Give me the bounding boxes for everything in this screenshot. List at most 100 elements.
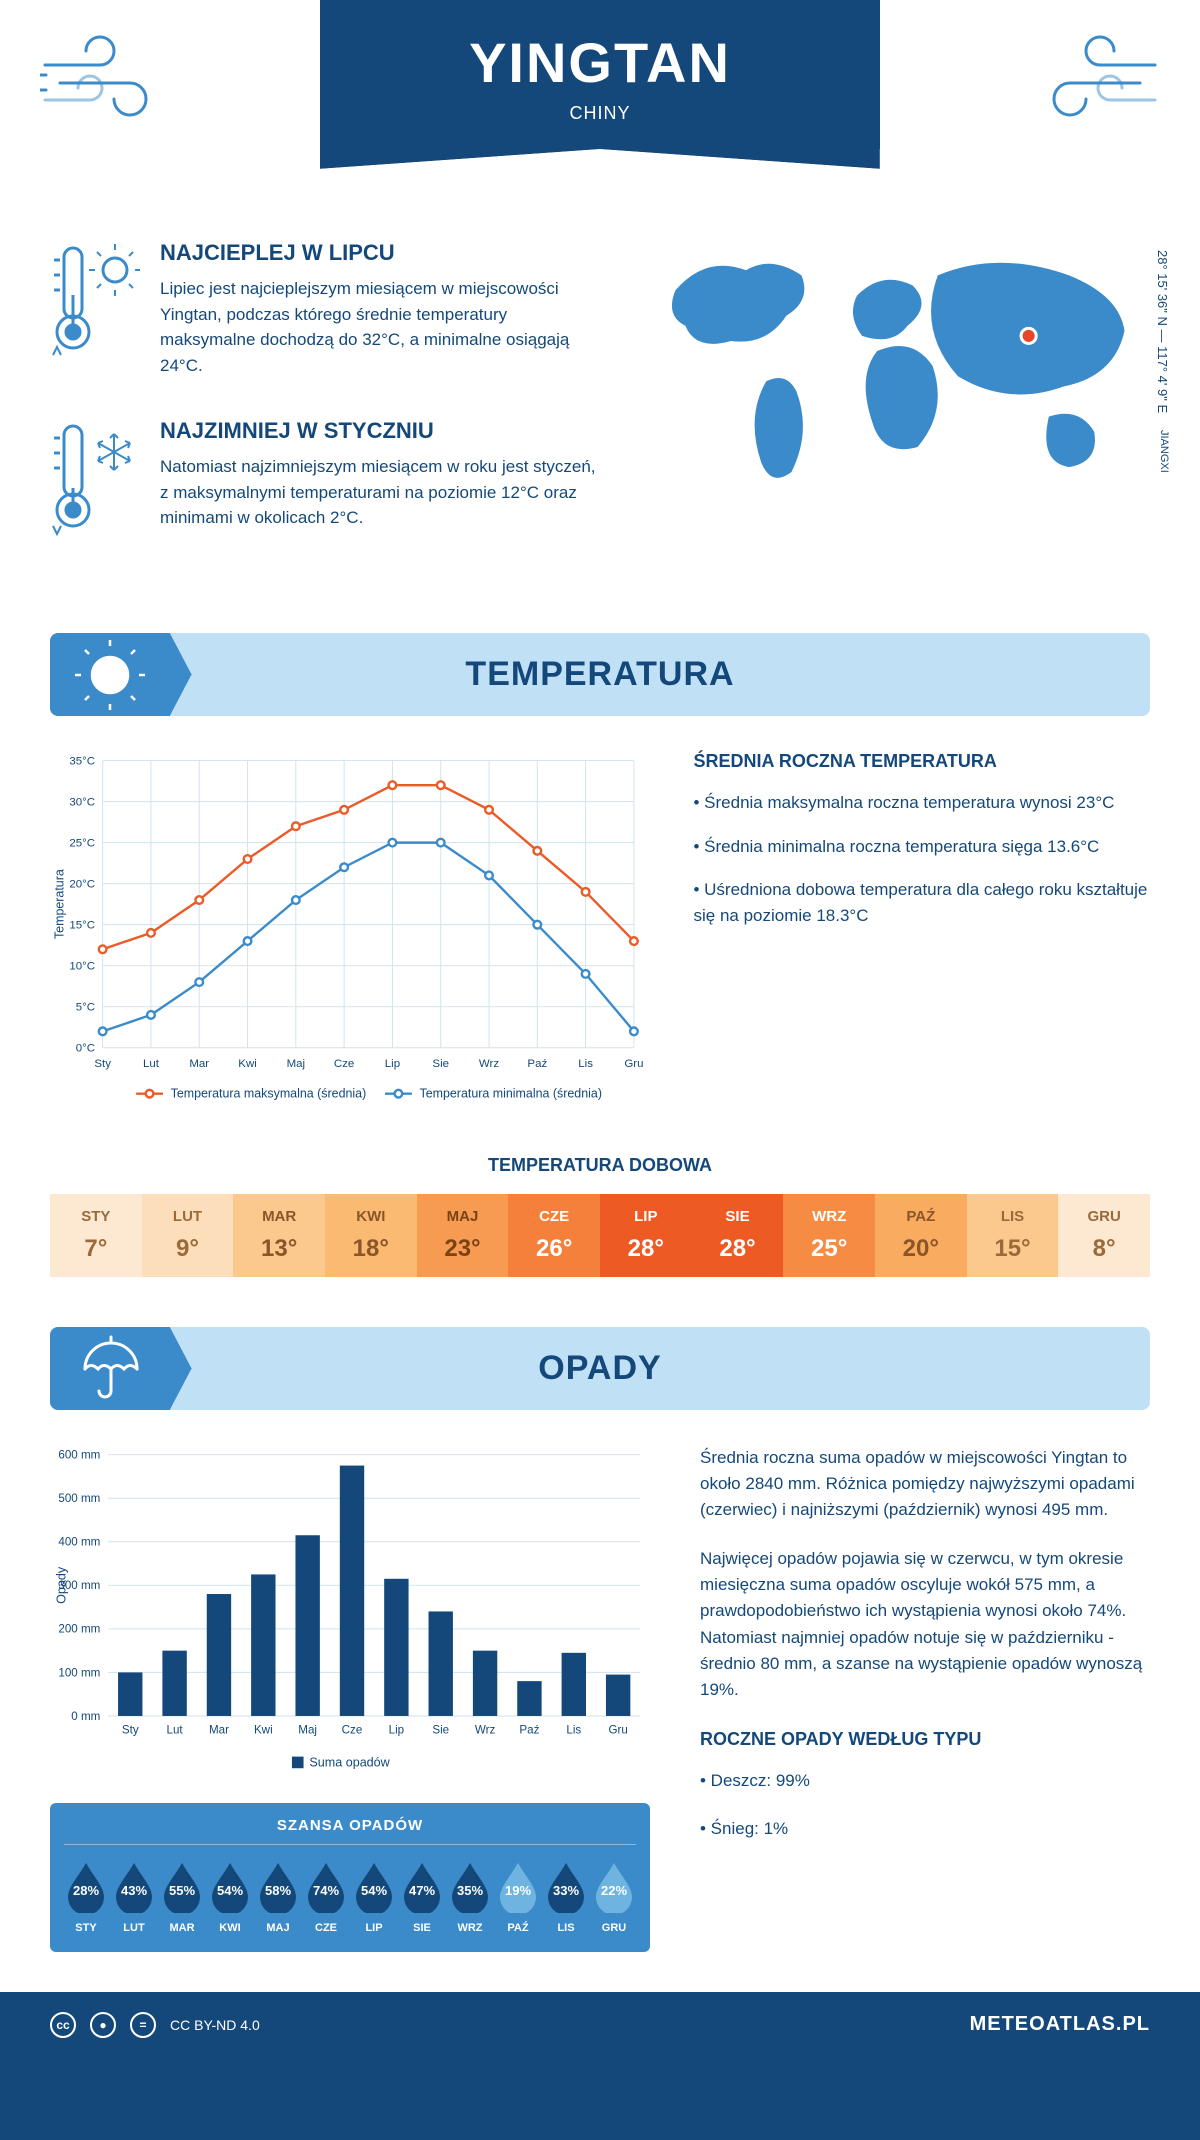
svg-text:Wrz: Wrz (475, 1723, 496, 1736)
svg-text:15°C: 15°C (69, 919, 95, 931)
svg-text:200 mm: 200 mm (58, 1622, 100, 1635)
svg-text:Sty: Sty (122, 1723, 139, 1736)
region-label: JIANGXI (1158, 430, 1170, 473)
precipitation-section-header: OPADY (50, 1327, 1150, 1410)
rain-chance-drop: 58%MAJ (256, 1859, 300, 1934)
daily-cell: LIS15° (967, 1194, 1059, 1277)
by-icon: ● (90, 2012, 116, 2038)
svg-text:Lis: Lis (566, 1723, 581, 1736)
temperature-line-chart: 0°C5°C10°C15°C20°C25°C30°C35°CStyLutMarK… (50, 751, 643, 1120)
svg-text:0 mm: 0 mm (71, 1710, 100, 1723)
svg-text:35°C: 35°C (69, 755, 95, 767)
svg-text:Gru: Gru (608, 1723, 627, 1736)
daily-cell: MAJ23° (417, 1194, 509, 1277)
svg-text:Cze: Cze (334, 1058, 354, 1070)
coldest-fact: NAJZIMNIEJ W STYCZNIU Natomiast najzimni… (50, 418, 605, 543)
svg-text:100 mm: 100 mm (58, 1666, 100, 1679)
hottest-fact: NAJCIEPLEJ W LIPCU Lipiec jest najcieple… (50, 240, 605, 378)
cc-icon: cc (50, 2012, 76, 2038)
rain-chance-drop: 74%CZE (304, 1859, 348, 1934)
svg-text:Lut: Lut (143, 1058, 160, 1070)
svg-text:Lip: Lip (389, 1723, 405, 1736)
page-footer: cc ● = CC BY-ND 4.0 METEOATLAS.PL (0, 1992, 1200, 2058)
precip-type: • Deszcz: 99% (700, 1768, 1150, 1794)
daily-cell: WRZ25° (783, 1194, 875, 1277)
rain-chance-drop: 43%LUT (112, 1859, 156, 1934)
nd-icon: = (130, 2012, 156, 2038)
svg-text:Paź: Paź (519, 1723, 539, 1736)
hot-title: NAJCIEPLEJ W LIPCU (160, 240, 605, 266)
temperature-section-header: TEMPERATURA (50, 633, 1150, 716)
svg-text:600 mm: 600 mm (58, 1448, 100, 1461)
svg-text:Temperatura: Temperatura (52, 869, 66, 939)
svg-text:20°C: 20°C (69, 878, 95, 890)
precip-paragraph: Najwięcej opadów pojawia się w czerwcu, … (700, 1546, 1150, 1704)
svg-text:Opady: Opady (54, 1566, 68, 1604)
svg-text:Lut: Lut (167, 1723, 184, 1736)
cold-title: NAJZIMNIEJ W STYCZNIU (160, 418, 605, 444)
brand-label: METEOATLAS.PL (970, 2013, 1150, 2036)
svg-text:Temperatura minimalna (średnia: Temperatura minimalna (średnia) (419, 1087, 601, 1101)
thermometer-sun-icon (50, 240, 140, 378)
city-name: YINGTAN (320, 30, 880, 95)
daily-cell: PAŹ20° (875, 1194, 967, 1277)
section-title: OPADY (50, 1349, 1150, 1388)
umbrella-icon (50, 1327, 170, 1410)
rain-chance-drop: 33%LIS (544, 1859, 588, 1934)
daily-cell: CZE26° (508, 1194, 600, 1277)
svg-text:Sie: Sie (432, 1723, 449, 1736)
temp-stat: • Średnia minimalna roczna temperatura s… (693, 834, 1150, 860)
country-name: CHINY (320, 103, 880, 124)
daily-cell: GRU8° (1058, 1194, 1150, 1277)
rain-chance-drop: 54%LIP (352, 1859, 396, 1934)
daily-cell: LIP28° (600, 1194, 692, 1277)
svg-text:Kwi: Kwi (254, 1723, 273, 1736)
svg-text:Temperatura maksymalna (średni: Temperatura maksymalna (średnia) (171, 1087, 367, 1101)
svg-text:Wrz: Wrz (479, 1058, 499, 1070)
svg-text:Mar: Mar (189, 1058, 209, 1070)
section-title: TEMPERATURA (50, 655, 1150, 694)
svg-text:30°C: 30°C (69, 796, 95, 808)
temp-stats-heading: ŚREDNIA ROCZNA TEMPERATURA (693, 751, 1150, 772)
rain-chance-drop: 47%SIE (400, 1859, 444, 1934)
rain-chance-drop: 19%PAŹ (496, 1859, 540, 1934)
coordinates: 28° 15' 36" N — 117° 4' 9" E (1155, 250, 1170, 413)
svg-text:Lis: Lis (578, 1058, 593, 1070)
thermometer-snow-icon (50, 418, 140, 543)
world-map: 28° 15' 36" N — 117° 4' 9" E JIANGXI (645, 240, 1150, 583)
svg-text:400 mm: 400 mm (58, 1535, 100, 1548)
wind-icon (1020, 35, 1160, 130)
svg-text:0°C: 0°C (76, 1043, 95, 1055)
cold-text: Natomiast najzimniejszym miesiącem w rok… (160, 454, 605, 531)
svg-text:25°C: 25°C (69, 837, 95, 849)
sun-icon (50, 633, 170, 716)
svg-text:Lip: Lip (385, 1058, 400, 1070)
temp-stat: • Średnia maksymalna roczna temperatura … (693, 790, 1150, 816)
svg-text:Maj: Maj (298, 1723, 317, 1736)
svg-text:10°C: 10°C (69, 961, 95, 973)
license-label: CC BY-ND 4.0 (170, 2017, 260, 2033)
svg-text:500 mm: 500 mm (58, 1492, 100, 1505)
page-header: YINGTAN CHINY (0, 0, 1200, 200)
rain-chance-panel: SZANSA OPADÓW 28%STY43%LUT55%MAR54%KWI58… (50, 1803, 650, 1952)
rain-chance-drop: 54%KWI (208, 1859, 252, 1934)
daily-temp-table: STY7°LUT9°MAR13°KWI18°MAJ23°CZE26°LIP28°… (50, 1194, 1150, 1277)
precip-paragraph: Średnia roczna suma opadów w miejscowośc… (700, 1445, 1150, 1524)
svg-text:Maj: Maj (287, 1058, 305, 1070)
svg-text:Mar: Mar (209, 1723, 229, 1736)
svg-text:Cze: Cze (342, 1723, 363, 1736)
daily-cell: STY7° (50, 1194, 142, 1277)
rain-chance-drop: 28%STY (64, 1859, 108, 1934)
precip-type: • Śnieg: 1% (700, 1816, 1150, 1842)
svg-text:Suma opadów: Suma opadów (309, 1755, 390, 1769)
svg-text:Gru: Gru (624, 1058, 643, 1070)
daily-cell: KWI18° (325, 1194, 417, 1277)
rain-chance-drop: 55%MAR (160, 1859, 204, 1934)
svg-text:Kwi: Kwi (238, 1058, 256, 1070)
hot-text: Lipiec jest najcieplejszym miesiącem w m… (160, 276, 605, 378)
chance-title: SZANSA OPADÓW (64, 1817, 636, 1845)
precipitation-bar-chart: 0 mm100 mm200 mm300 mm400 mm500 mm600 mm… (50, 1445, 650, 1774)
temp-stat: • Uśredniona dobowa temperatura dla całe… (693, 877, 1150, 928)
daily-temp-title: TEMPERATURA DOBOWA (50, 1155, 1150, 1176)
daily-cell: LUT9° (142, 1194, 234, 1277)
